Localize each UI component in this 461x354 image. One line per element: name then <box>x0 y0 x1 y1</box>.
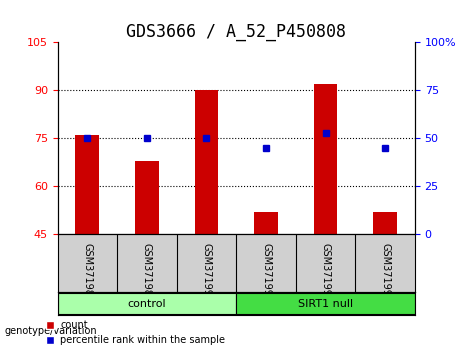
Bar <box>195 91 219 234</box>
Bar <box>135 161 159 234</box>
Text: GSM371993: GSM371993 <box>380 243 390 302</box>
Title: GDS3666 / A_52_P450808: GDS3666 / A_52_P450808 <box>126 23 346 41</box>
Text: control: control <box>128 298 166 309</box>
Text: GSM371992: GSM371992 <box>320 243 331 302</box>
Text: GSM371989: GSM371989 <box>142 243 152 302</box>
Bar <box>76 135 99 234</box>
Text: GSM371991: GSM371991 <box>261 243 271 302</box>
Bar <box>313 84 337 234</box>
FancyBboxPatch shape <box>58 293 236 314</box>
Text: genotype/variation: genotype/variation <box>5 326 97 336</box>
Bar <box>254 212 278 234</box>
Bar <box>373 212 397 234</box>
Text: GSM371988: GSM371988 <box>83 243 92 302</box>
FancyBboxPatch shape <box>236 293 415 314</box>
Legend: count, percentile rank within the sample: count, percentile rank within the sample <box>42 316 229 349</box>
Text: GSM371990: GSM371990 <box>201 243 212 302</box>
Text: SIRT1 null: SIRT1 null <box>298 298 353 309</box>
